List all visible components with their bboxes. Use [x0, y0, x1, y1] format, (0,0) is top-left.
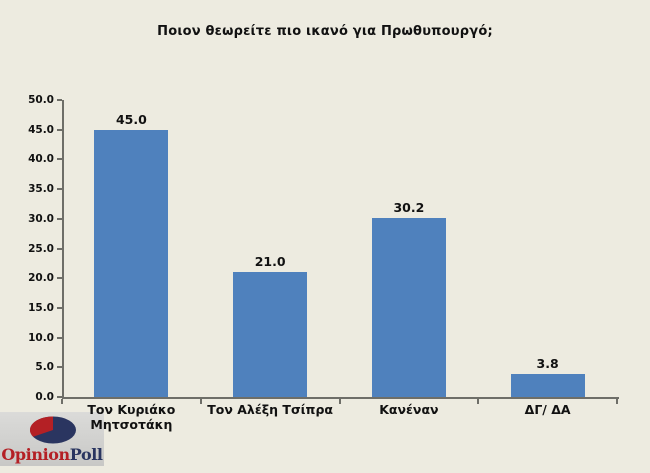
category-label: ΔΓ/ ΔΑ: [524, 402, 571, 417]
y-tick-mark: [57, 247, 62, 250]
x-tick-mark: [61, 399, 63, 404]
x-tick-mark: [338, 399, 341, 404]
y-tick-mark: [57, 336, 62, 339]
y-tick-mark: [57, 396, 62, 398]
bar: [233, 272, 308, 397]
bar: [510, 374, 585, 397]
category-label: Τον Αλέξη Τσίπρα: [207, 402, 333, 417]
y-tick-label: 25.0: [28, 242, 54, 255]
chart-title: Ποιον θεωρείτε πιο ικανό για Πρωθυπουργό…: [157, 24, 493, 39]
y-tick-mark: [57, 99, 62, 101]
bar: [94, 129, 169, 397]
y-tick-label: 15.0: [28, 301, 54, 314]
logo-wordmark: OpinionPoll: [0, 445, 104, 464]
x-tick-mark: [199, 399, 202, 404]
y-tick-label: 40.0: [28, 153, 54, 166]
bar: [371, 217, 446, 397]
y-tick-label: 45.0: [28, 123, 54, 136]
y-tick-mark: [57, 217, 62, 220]
y-tick-mark: [57, 158, 62, 161]
x-tick-mark: [477, 399, 480, 404]
y-tick-mark: [57, 366, 62, 369]
y-tick-label: 10.0: [28, 331, 54, 344]
y-tick-label: 50.0: [28, 94, 54, 106]
pie-chart-icon: [29, 416, 76, 444]
opinionpoll-logo: OpinionPoll: [0, 412, 104, 466]
y-tick-label: 5.0: [35, 361, 54, 374]
plot-area: [62, 100, 619, 399]
logo-text-opinion: Opinion: [1, 445, 70, 464]
y-tick-mark: [57, 128, 62, 131]
bar-value-label: 30.2: [393, 199, 425, 215]
category-label: Κανέναν: [379, 402, 439, 417]
bar-value-label: 3.8: [536, 356, 559, 372]
category-label: Τον Κυριάκο Μητσοτάκη: [87, 402, 176, 432]
bar-value-label: 45.0: [115, 111, 147, 127]
y-tick-mark: [57, 188, 62, 191]
y-tick-mark: [57, 277, 62, 280]
y-tick-label: 35.0: [28, 183, 54, 196]
bar-value-label: 21.0: [254, 254, 286, 270]
y-tick-label: 30.0: [28, 212, 54, 225]
y-tick-mark: [57, 306, 62, 309]
logo-text-poll: Poll: [69, 445, 103, 464]
y-tick-label: 0.0: [35, 391, 54, 403]
x-tick-mark: [616, 399, 618, 404]
y-tick-label: 20.0: [28, 272, 54, 285]
